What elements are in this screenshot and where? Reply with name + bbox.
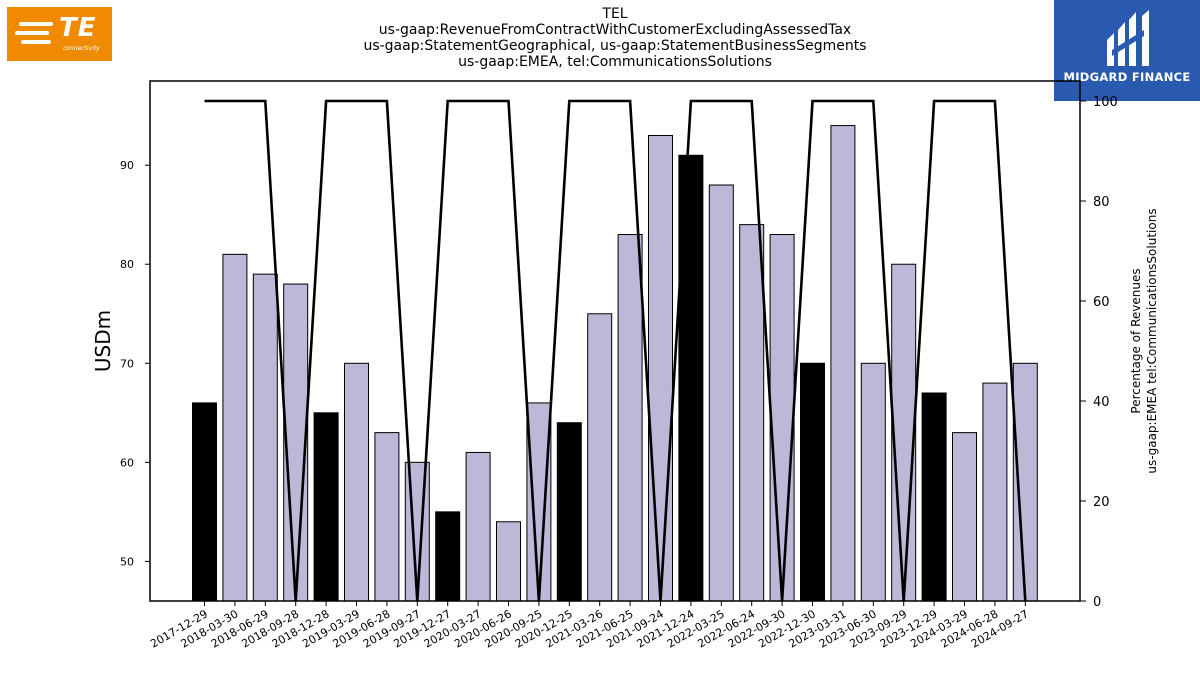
bar <box>192 402 217 602</box>
bar <box>739 224 765 602</box>
bar <box>800 362 825 602</box>
y-right-tick-label: 20 <box>1093 495 1110 510</box>
midgard-finance-logo: MIDGARD FINANCE <box>1054 0 1200 101</box>
y-right-tick-label: 0 <box>1093 595 1101 610</box>
bar <box>222 253 248 602</box>
bar <box>313 412 339 602</box>
y-right-axis-label: us-gaap:EMEA tel:CommunicationsSolutions <box>1145 208 1159 473</box>
bar <box>344 362 369 602</box>
bar <box>556 422 582 602</box>
title-line: us-gaap:RevenueFromContractWithCustomerE… <box>378 22 852 38</box>
y-tick-label: 60 <box>120 456 134 469</box>
bar <box>860 362 886 602</box>
bar <box>769 234 795 602</box>
y-right-tick-label: 60 <box>1093 295 1110 310</box>
bar <box>952 432 977 602</box>
bar <box>648 134 673 602</box>
y-right-tick-label: 100 <box>1093 95 1118 110</box>
title-line: TEL <box>602 6 628 22</box>
bar <box>587 313 613 602</box>
midgard-emblem-icon <box>1107 10 1149 66</box>
y-right-axis-label: Percentage of Revenues <box>1129 268 1143 413</box>
y-tick-label: 80 <box>120 258 134 271</box>
bar <box>252 273 278 602</box>
percentage-line <box>204 99 1027 602</box>
y-axis-label: USDm <box>91 310 115 372</box>
bar <box>435 511 461 602</box>
bar <box>982 382 1008 602</box>
bar <box>708 184 734 602</box>
plot-frame <box>149 80 1081 602</box>
y-tick-label: 70 <box>120 357 134 370</box>
bar <box>374 432 400 602</box>
y-right-tick-label: 40 <box>1093 395 1110 410</box>
midgard-logo-text: MIDGARD FINANCE <box>1063 70 1191 84</box>
title-line: us-gaap:StatementGeographical, us-gaap:S… <box>363 38 867 54</box>
te-connectivity-logo: TE connectivity <box>7 7 112 61</box>
chart-title: TEL us-gaap:RevenueFromContractWithCusto… <box>300 6 930 70</box>
bar <box>526 402 552 602</box>
bar <box>830 125 856 602</box>
bar <box>891 263 917 602</box>
y-tick-label: 90 <box>120 159 134 172</box>
title-line: us-gaap:EMEA, tel:CommunicationsSolution… <box>458 54 772 70</box>
y-tick-label: 50 <box>120 555 134 568</box>
bar <box>496 521 521 602</box>
bar <box>465 451 491 602</box>
bar <box>921 392 947 602</box>
bar <box>617 234 643 602</box>
bar <box>678 154 704 602</box>
y-right-tick-label: 80 <box>1093 195 1110 210</box>
